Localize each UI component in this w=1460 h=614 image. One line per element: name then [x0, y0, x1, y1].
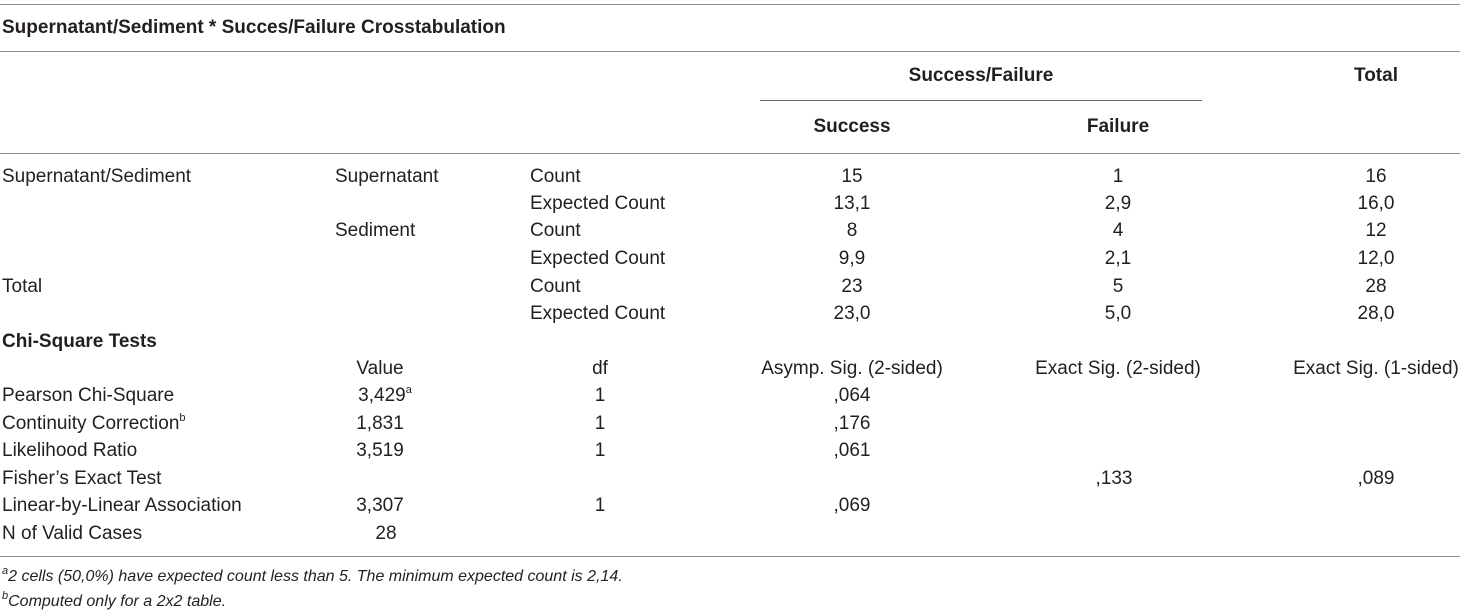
row-stat-label: Expected Count — [530, 303, 666, 324]
col-group-header: Success/Failure — [908, 65, 1054, 86]
chisq-header-asymp: Asymp. Sig. (2-sided) — [761, 358, 943, 379]
chisq-cell-df: 1 — [594, 495, 606, 516]
col-total-header: Total — [1354, 65, 1398, 86]
row-sub-label: Supernatant — [335, 166, 439, 187]
cell-success: 13,1 — [833, 193, 871, 214]
chisq-cell-asymp: ,064 — [833, 385, 871, 406]
cell-success: 15 — [841, 166, 863, 187]
footnote-mark: a — [2, 564, 9, 577]
top-rule — [0, 4, 1460, 5]
cell-total: 28 — [1365, 276, 1387, 297]
cell-total: 12,0 — [1357, 248, 1395, 269]
cell-failure: 4 — [1112, 220, 1124, 241]
chisq-cell-value: 1,831 — [356, 413, 404, 434]
chisq-header-value: Value — [356, 358, 404, 379]
chisq-header-exact1: Exact Sig. (1-sided) — [1293, 358, 1459, 379]
footnote-mark: b — [2, 589, 9, 602]
chisq-cell-value: 28 — [375, 523, 397, 544]
chisq-cell-asymp: ,069 — [833, 495, 871, 516]
header-bottom-rule — [0, 153, 1460, 154]
table-bottom-rule — [0, 556, 1460, 557]
cell-failure: 2,1 — [1104, 248, 1132, 269]
cell-total: 16 — [1365, 166, 1387, 187]
col-success-header: Success — [813, 116, 891, 137]
chisq-cell-exact1: ,089 — [1357, 468, 1395, 489]
chisq-header-df: df — [592, 358, 608, 379]
chisq-cell-value: 3,519 — [356, 440, 404, 461]
cell-success: 9,9 — [838, 248, 866, 269]
row-sub-label: Sediment — [335, 220, 416, 241]
cell-success: 23,0 — [833, 303, 871, 324]
chisq-row-name: Continuity Correctionb — [2, 411, 186, 434]
chisq-cell-df: 1 — [594, 385, 606, 406]
row-group-label: Total — [2, 276, 43, 297]
cell-failure: 5 — [1112, 276, 1124, 297]
footnote-mark: b — [179, 411, 186, 424]
chisq-cell-value: 3,429a — [358, 383, 412, 406]
chisq-header-exact2: Exact Sig. (2-sided) — [1035, 358, 1201, 379]
cell-success: 23 — [841, 276, 863, 297]
footnote-mark: a — [405, 383, 412, 396]
row-stat-label: Count — [530, 220, 581, 241]
chisq-cell-exact2: ,133 — [1095, 468, 1133, 489]
col-failure-header: Failure — [1086, 116, 1150, 137]
group-header-rule — [760, 100, 1202, 101]
cell-failure: 5,0 — [1104, 303, 1132, 324]
row-stat-label: Count — [530, 166, 581, 187]
chisq-cell-value: 3,307 — [356, 495, 404, 516]
title-rule — [0, 51, 1460, 52]
chisq-row-name: Pearson Chi-Square — [2, 385, 175, 406]
chisq-row-name: N of Valid Cases — [2, 523, 143, 544]
crosstab-title: Supernatant/Sediment * Succes/Failure Cr… — [2, 17, 506, 38]
chisq-cell-df: 1 — [594, 440, 606, 461]
cell-failure: 2,9 — [1104, 193, 1132, 214]
row-stat-label: Expected Count — [530, 193, 666, 214]
cell-total: 12 — [1365, 220, 1387, 241]
footnote-b: bComputed only for a 2x2 table. — [2, 589, 227, 610]
chisq-row-name: Linear-by-Linear Association — [2, 495, 242, 516]
chisq-row-name: Fisher’s Exact Test — [2, 468, 162, 489]
cell-total: 16,0 — [1357, 193, 1395, 214]
chisq-cell-asymp: ,176 — [833, 413, 871, 434]
chisq-cell-df: 1 — [594, 413, 606, 434]
chisq-title: Chi-Square Tests — [2, 331, 157, 352]
cell-failure: 1 — [1112, 166, 1124, 187]
chisq-row-name: Likelihood Ratio — [2, 440, 138, 461]
footnote-a: a2 cells (50,0%) have expected count les… — [2, 564, 623, 585]
row-stat-label: Expected Count — [530, 248, 666, 269]
chisq-cell-asymp: ,061 — [833, 440, 871, 461]
row-group-label: Supernatant/Sediment — [2, 166, 192, 187]
cell-total: 28,0 — [1357, 303, 1395, 324]
row-stat-label: Count — [530, 276, 581, 297]
cell-success: 8 — [846, 220, 858, 241]
